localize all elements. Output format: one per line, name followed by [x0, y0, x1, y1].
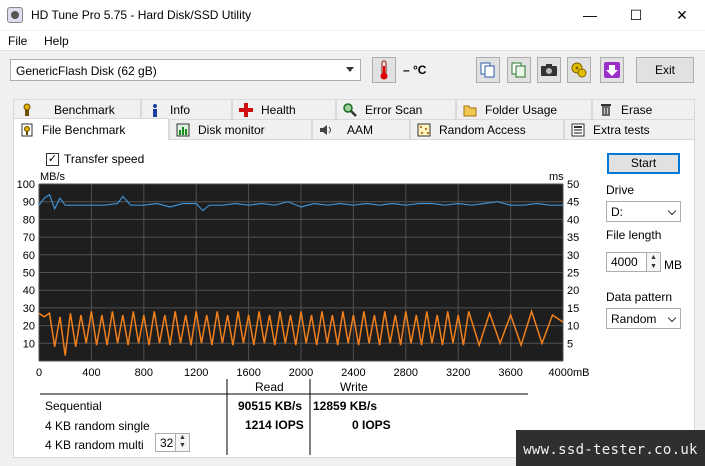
app-icon [7, 7, 23, 23]
start-button[interactable]: Start [607, 153, 680, 174]
data-pattern-combo[interactable]: Random [606, 308, 681, 329]
tab-disk-monitor[interactable]: Disk monitor [169, 119, 312, 139]
drive-select[interactable]: GenericFlash Disk (62 gB) [10, 59, 361, 81]
data-pattern-value: Random [611, 312, 657, 326]
tab-extra-tests[interactable]: Extra tests [564, 119, 695, 139]
tab-label: Erase [621, 102, 653, 117]
exit-button[interactable]: Exit [636, 57, 694, 83]
maximize-button[interactable]: ☐ [629, 7, 643, 23]
chevron-down-icon [346, 67, 354, 72]
file-length-input[interactable]: 4000 ▲ ▼ [606, 252, 661, 272]
drive-combo-value: D: [611, 205, 623, 219]
tab-label: Benchmark [54, 102, 115, 117]
disk-monitor-icon [176, 123, 190, 136]
health-cross-icon [239, 102, 253, 117]
trash-icon [601, 103, 611, 116]
sequential-read-value: 90515 KB/s [238, 399, 303, 413]
copy-screenshot-button[interactable] [507, 57, 531, 83]
info-icon [153, 103, 157, 117]
close-button[interactable]: ✕ [676, 7, 688, 23]
menu-help[interactable]: Help [44, 34, 69, 48]
menu-file[interactable]: File [8, 34, 28, 48]
tab-label: Folder Usage [485, 102, 558, 117]
options-button[interactable] [567, 57, 591, 83]
tab-file-benchmark[interactable]: File Benchmark [13, 118, 169, 140]
camera-icon [541, 64, 557, 76]
tab-aam[interactable]: AAM [312, 119, 410, 139]
tab-erase[interactable]: Erase [592, 99, 695, 119]
screenshot-button[interactable] [537, 57, 561, 83]
drive-combo[interactable]: D: [606, 201, 681, 222]
tab-info[interactable]: Info [141, 99, 232, 119]
magnifier-icon [343, 102, 357, 117]
tab-folder-usage[interactable]: Folder Usage [456, 99, 592, 119]
tab-random-access[interactable]: Random Access [410, 119, 564, 139]
tab-label: Extra tests [593, 122, 650, 137]
title-bar: HD Tune Pro 5.75 - Hard Disk/SSD Utility… [0, 0, 705, 30]
random-access-icon [417, 123, 431, 136]
copy-screenshot-icon [511, 62, 526, 78]
chevron-down-icon [667, 313, 677, 323]
benchmark-icon [23, 103, 31, 116]
minimize-button[interactable]: — [583, 7, 597, 23]
sequential-write-value: 12859 KB/s [313, 399, 378, 413]
temperature-button[interactable] [372, 57, 396, 83]
queue-depth-value: 32 [160, 436, 174, 450]
copy-text-icon [480, 62, 495, 78]
tab-label: Disk monitor [198, 122, 265, 137]
write-column-header: Write [340, 380, 368, 394]
result-row-label: 4 KB random single [45, 419, 150, 433]
result-row-label: 4 KB random multi [45, 438, 144, 452]
file-benchmark-icon [21, 123, 33, 136]
queue-depth-stepper[interactable]: ▲ ▼ [175, 434, 189, 451]
file-length-stepper[interactable]: ▲ ▼ [646, 253, 660, 271]
file-length-value: 4000 [611, 255, 638, 269]
tab-benchmark[interactable]: Benchmark [13, 99, 141, 119]
random-single-write-value: 0 IOPS [352, 418, 391, 432]
thermometer-icon [380, 60, 388, 80]
data-pattern-label: Data pattern [606, 290, 673, 304]
read-column-header: Read [255, 380, 284, 394]
speaker-icon [320, 124, 331, 135]
result-row-label: Sequential [45, 399, 102, 413]
file-length-unit: MB [664, 258, 682, 272]
tab-label: Health [261, 102, 296, 117]
watermark: www.ssd-tester.co.uk [516, 430, 705, 466]
chevron-down-icon [667, 206, 677, 216]
tab-label: Error Scan [365, 102, 423, 117]
queue-depth-input[interactable]: 32 ▲ ▼ [155, 433, 190, 452]
random-single-read-value: 1214 IOPS [245, 418, 304, 432]
drive-label: Drive [606, 183, 635, 197]
menu-bar: File Help [0, 31, 705, 51]
tab-label: File Benchmark [42, 122, 126, 137]
tab-error-scan[interactable]: Error Scan [336, 99, 456, 119]
file-length-label: File length [606, 228, 662, 242]
tab-health[interactable]: Health [232, 99, 336, 119]
drive-select-value: GenericFlash Disk (62 gB) [16, 64, 157, 78]
options-icon [571, 62, 587, 78]
save-download-icon [604, 62, 620, 78]
transfer-speed-label: Transfer speed [64, 152, 145, 166]
folder-icon [463, 105, 477, 116]
tab-label: Info [170, 102, 191, 117]
temperature-readout: – °C [403, 63, 427, 77]
extra-tests-icon [571, 123, 585, 136]
window-title: HD Tune Pro 5.75 - Hard Disk/SSD Utility [31, 8, 252, 22]
copy-text-button[interactable] [476, 57, 500, 83]
transfer-speed-checkbox[interactable]: ✓ [46, 152, 59, 166]
tab-label: AAM [347, 122, 374, 137]
tab-label: Random Access [439, 122, 526, 137]
save-button[interactable] [600, 57, 624, 83]
transfer-speed-option[interactable]: ✓ Transfer speed [46, 152, 144, 166]
